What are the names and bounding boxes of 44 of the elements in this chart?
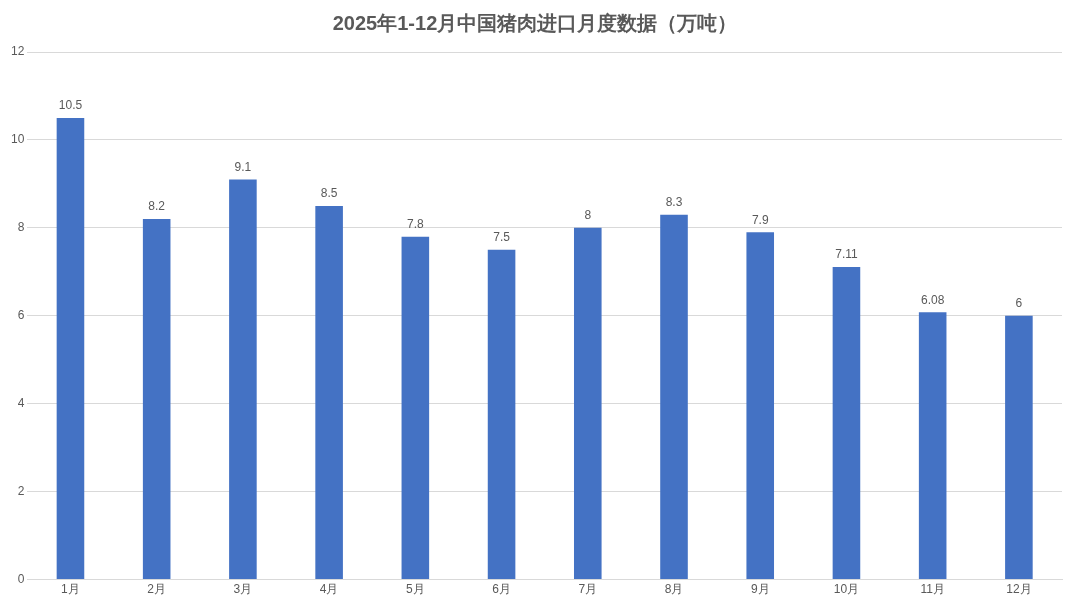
- data-label: 8.3: [665, 194, 683, 209]
- x-tick-label: 10月: [833, 582, 860, 597]
- bar: [315, 205, 343, 580]
- bar: [487, 249, 516, 580]
- x-tick-label: 4月: [319, 582, 339, 597]
- bar: [746, 232, 775, 580]
- x-tick-label: 7月: [578, 582, 598, 597]
- y-tick-label: 12: [10, 44, 25, 59]
- chart-title: 2025年1-12月中国猪肉进口月度数据（万吨）: [332, 11, 738, 34]
- x-tick-label: 5月: [406, 582, 425, 597]
- y-tick-label: 4: [17, 396, 25, 411]
- x-tick-label: 3月: [233, 582, 253, 597]
- data-label: 9.1: [234, 159, 252, 174]
- data-label: 7.11: [835, 247, 858, 262]
- bar: [660, 214, 688, 580]
- data-label: 6: [1015, 296, 1023, 311]
- bar: [1005, 315, 1033, 580]
- y-tick-label: 2: [17, 483, 25, 498]
- y-tick-label: 6: [17, 308, 25, 323]
- data-label: 8.5: [320, 186, 338, 201]
- x-tick-label: 2月: [147, 582, 167, 597]
- x-tick-label: 12月: [1006, 582, 1032, 597]
- data-label: 7.9: [751, 212, 769, 227]
- data-label: 10.5: [58, 98, 83, 113]
- x-tick-label: 11月: [920, 582, 945, 597]
- bar: [401, 236, 430, 580]
- data-label: 8.2: [148, 199, 166, 214]
- data-label: 7.5: [493, 230, 511, 245]
- x-tick-label: 9月: [750, 582, 770, 597]
- bar: [573, 227, 602, 580]
- data-label: 6.08: [920, 292, 945, 307]
- bar: [56, 117, 85, 580]
- data-label: 7.8: [407, 216, 425, 231]
- bar: [142, 219, 171, 580]
- y-tick-label: 0: [17, 571, 25, 586]
- x-tick-label: 1月: [61, 582, 80, 597]
- y-tick-label: 8: [17, 220, 25, 235]
- bar: [918, 312, 947, 580]
- bar: [832, 267, 861, 580]
- data-label: 8: [584, 208, 592, 223]
- x-tick-label: 8月: [664, 582, 684, 597]
- x-tick-label: 6月: [492, 582, 511, 597]
- bar: [229, 179, 257, 580]
- y-tick-label: 10: [10, 132, 25, 147]
